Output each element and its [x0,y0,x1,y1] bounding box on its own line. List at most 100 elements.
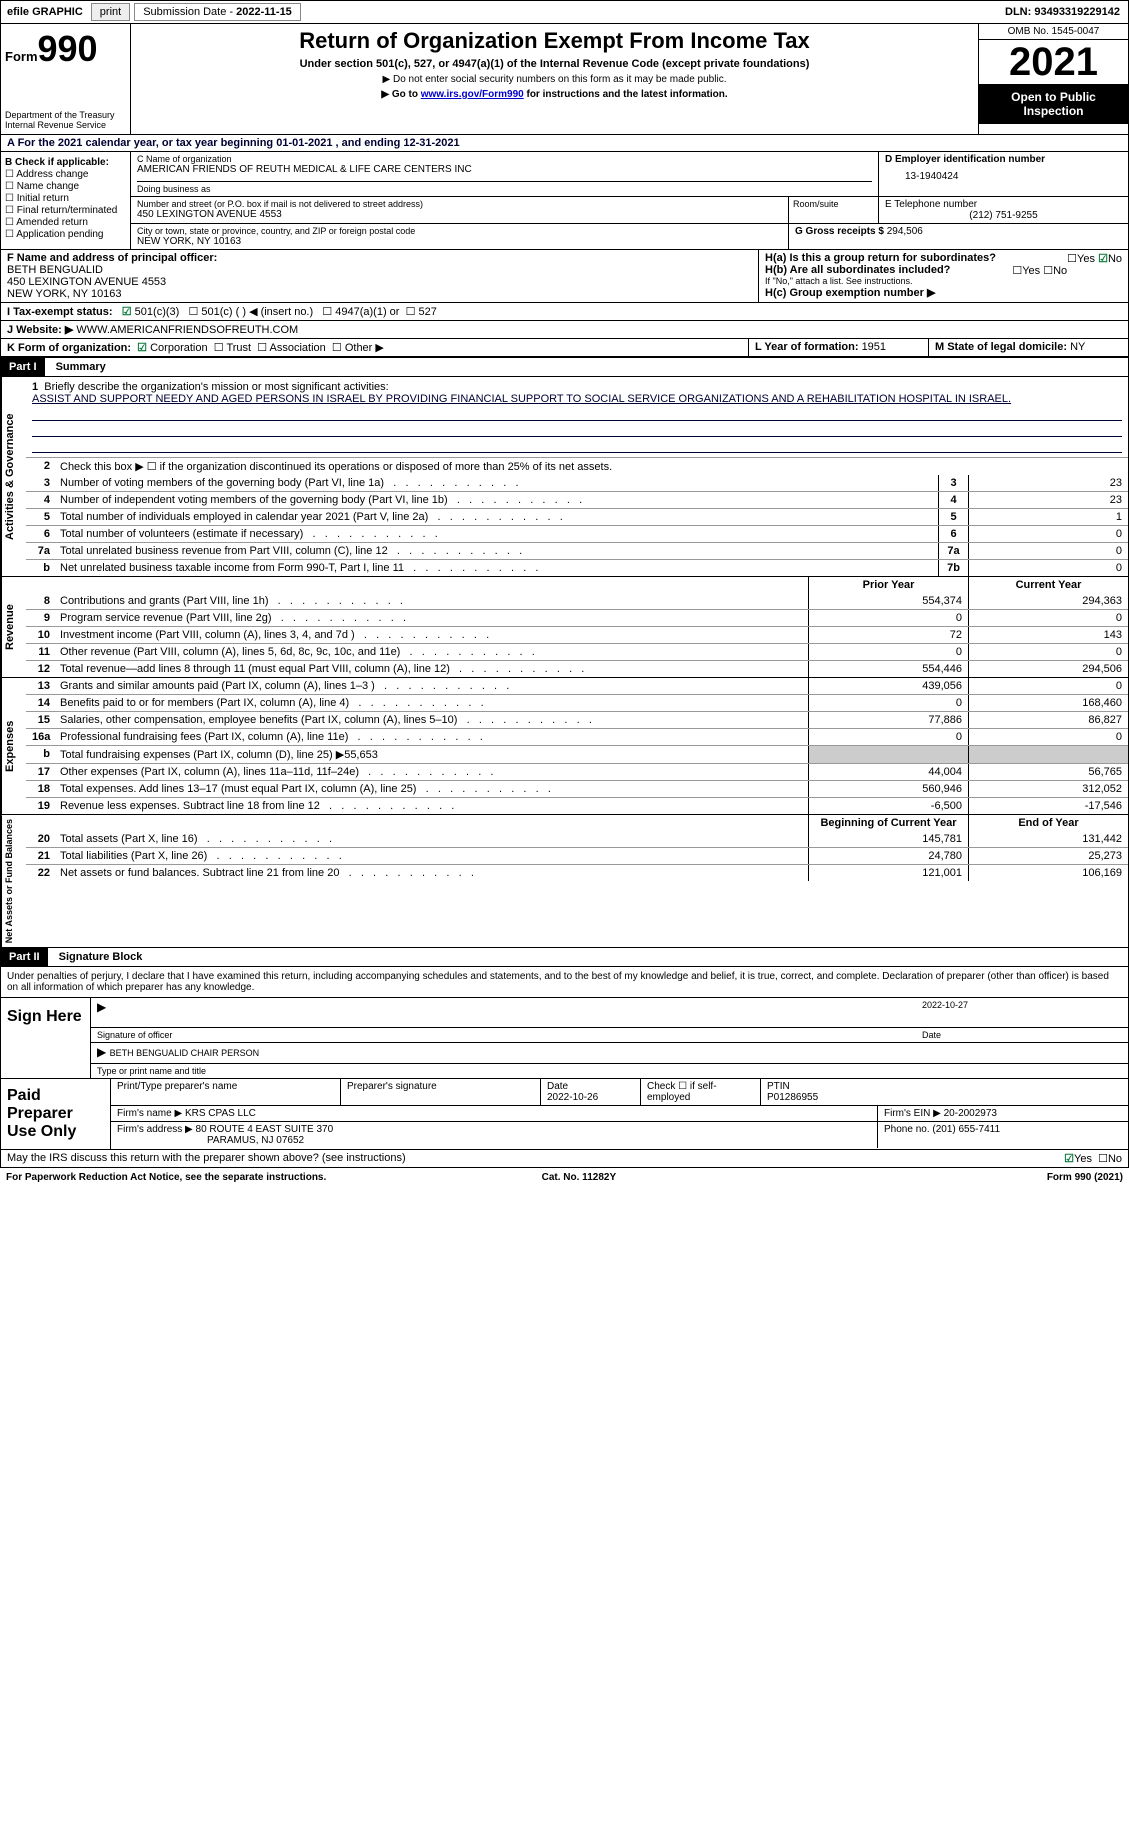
table-row: 22Net assets or fund balances. Subtract … [26,864,1128,881]
header-left: Form990 Department of the Treasury Inter… [1,24,131,134]
footer-cat: Cat. No. 11282Y [542,1172,616,1183]
open-to-public: Open to Public Inspection [979,84,1128,124]
col-b-checkboxes: B Check if applicable: Address change Na… [1,152,131,249]
chk-address-change[interactable]: Address change [5,169,126,180]
table-row: 12Total revenue—add lines 8 through 11 (… [26,660,1128,677]
street-value: 450 LEXINGTON AVENUE 4553 [137,209,782,220]
paid-preparer-label: Paid Preparer Use Only [1,1079,111,1149]
vtab-expenses: Expenses [1,678,26,814]
irs-label: Internal Revenue Service [5,120,126,130]
room-suite-box: Room/suite [788,197,878,223]
table-row: 15Salaries, other compensation, employee… [26,711,1128,728]
table-row: 8Contributions and grants (Part VIII, li… [26,593,1128,609]
page-footer: For Paperwork Reduction Act Notice, see … [0,1168,1129,1187]
typed-name: BETH BENGUALID CHAIR PERSON [97,1045,259,1061]
form-title: Return of Organization Exempt From Incom… [139,28,970,54]
officer-name: BETH BENGUALID [7,264,752,276]
chk-initial-return[interactable]: Initial return [5,193,126,204]
col-c-org-info: C Name of organization AMERICAN FRIENDS … [131,152,1128,249]
website-value: WWW.AMERICANFRIENDSOFREUTH.COM [73,324,298,336]
row-k-l-m: K Form of organization: ☑ Corporation ☐ … [0,339,1129,357]
part1-expenses: Expenses 13Grants and similar amounts pa… [0,678,1129,815]
k-form-of-org: K Form of organization: ☑ Corporation ☐ … [1,339,748,356]
city-box: City or town, state or province, country… [131,224,788,249]
rev-col-headers: Prior Year Current Year [26,577,1128,593]
row-i-tax-status: I Tax-exempt status: ☑ 501(c)(3) ☐ 501(c… [0,303,1129,321]
phone-box: E Telephone number (212) 751-9255 [878,197,1128,223]
table-row: 20Total assets (Part X, line 16)145,7811… [26,831,1128,847]
b-label: B Check if applicable: [5,157,126,168]
chk-application-pending[interactable]: Application pending [5,229,126,240]
row-j-website: J Website: ▶ WWW.AMERICANFRIENDSOFREUTH.… [0,321,1129,339]
part-1-header: Part I Summary [0,357,1129,377]
officer-signature-line[interactable] [97,1000,922,1025]
h-a: H(a) Is this a group return for subordin… [765,252,1122,264]
vtab-revenue: Revenue [1,577,26,677]
h-c: H(c) Group exemption number ▶ [765,286,1122,299]
table-row: bTotal fundraising expenses (Part IX, co… [26,745,1128,763]
form-subtitle: Under section 501(c), 527, or 4947(a)(1)… [139,58,970,70]
table-row: 21Total liabilities (Part X, line 26)24,… [26,847,1128,864]
omb-number: OMB No. 1545-0047 [979,24,1128,40]
dept-label: Department of the Treasury [5,110,126,120]
table-row: 13Grants and similar amounts paid (Part … [26,678,1128,694]
h-group-return-box: H(a) Is this a group return for subordin… [758,250,1128,302]
sign-here-row: Sign Here 2022-10-27 Signature of office… [1,997,1128,1078]
perjury-declaration: Under penalties of perjury, I declare th… [1,967,1128,997]
table-row: 14Benefits paid to or for members (Part … [26,694,1128,711]
table-row: 10Investment income (Part VIII, column (… [26,626,1128,643]
table-row: 9Program service revenue (Part VIII, lin… [26,609,1128,626]
sign-here-label: Sign Here [1,998,91,1078]
h-note: If "No," attach a list. See instructions… [765,276,1122,286]
form-number: Form990 [5,28,126,70]
table-row: 17Other expenses (Part IX, column (A), l… [26,763,1128,780]
street-box: Number and street (or P.O. box if mail i… [131,197,788,223]
note-ssn: ▶ Do not enter social security numbers o… [139,74,970,85]
section-b-to-g: B Check if applicable: Address change Na… [0,152,1129,249]
city-value: NEW YORK, NY 10163 [137,236,782,247]
table-row: 18Total expenses. Add lines 13–17 (must … [26,780,1128,797]
firm-addr-row: Firm's address ▶ 80 ROUTE 4 EAST SUITE 3… [111,1122,1128,1148]
net-col-headers: Beginning of Current Year End of Year [26,815,1128,831]
footer-right: Form 990 (2021) [1047,1172,1123,1183]
table-row: bNet unrelated business taxable income f… [26,559,1128,576]
org-name: AMERICAN FRIENDS OF REUTH MEDICAL & LIFE… [137,164,872,175]
dln: DLN: 93493319229142 [997,4,1128,20]
table-row: 11Other revenue (Part VIII, column (A), … [26,643,1128,660]
ein-value: 13-1940424 [885,165,1122,182]
gross-receipts-value: 294,506 [887,226,923,237]
line-1-mission: 1 Briefly describe the organization's mi… [26,377,1128,457]
line-2: 2 Check this box ▶ ☐ if the organization… [26,457,1128,475]
header-right: OMB No. 1545-0047 2021 Open to Public In… [978,24,1128,134]
mission-text: ASSIST AND SUPPORT NEEDY AND AGED PERSON… [32,393,1011,405]
ein-box: D Employer identification number 13-1940… [878,152,1128,196]
preparer-row-1: Print/Type preparer's name Preparer's si… [111,1079,1128,1106]
footer-left: For Paperwork Reduction Act Notice, see … [6,1172,326,1183]
submission-date: Submission Date - 2022-11-15 [134,3,301,21]
irs-link[interactable]: www.irs.gov/Form990 [421,89,524,100]
phone-value: (212) 751-9255 [885,210,1122,221]
part-2-header: Part II Signature Block [0,948,1129,967]
print-button[interactable]: print [91,3,130,21]
part1-net-assets: Net Assets or Fund Balances Beginning of… [0,815,1129,948]
h-b: H(b) Are all subordinates included? ☐Yes… [765,264,1122,276]
part1-governance: Activities & Governance 1 Briefly descri… [0,377,1129,577]
form-header: Form990 Department of the Treasury Inter… [0,24,1129,135]
table-row: 4Number of independent voting members of… [26,491,1128,508]
sig-date: 2022-10-27 [922,1000,1122,1025]
chk-amended-return[interactable]: Amended return [5,217,126,228]
gross-receipts-box: G Gross receipts $ 294,506 [788,224,1128,249]
note-goto: ▶ Go to www.irs.gov/Form990 for instruct… [139,89,970,100]
ptin-value: P01286955 [767,1092,818,1103]
m-state-domicile: M State of legal domicile: NY [928,339,1128,356]
chk-name-change[interactable]: Name change [5,181,126,192]
header-middle: Return of Organization Exempt From Incom… [131,24,978,134]
principal-officer-box: F Name and address of principal officer:… [1,250,758,302]
signature-block: Under penalties of perjury, I declare th… [0,967,1129,1150]
table-row: 7aTotal unrelated business revenue from … [26,542,1128,559]
chk-final-return[interactable]: Final return/terminated [5,205,126,216]
paid-preparer-block: Paid Preparer Use Only Print/Type prepar… [1,1078,1128,1149]
table-row: 19Revenue less expenses. Subtract line 1… [26,797,1128,814]
vtab-net-assets: Net Assets or Fund Balances [1,815,26,947]
org-name-box: C Name of organization AMERICAN FRIENDS … [131,152,878,196]
